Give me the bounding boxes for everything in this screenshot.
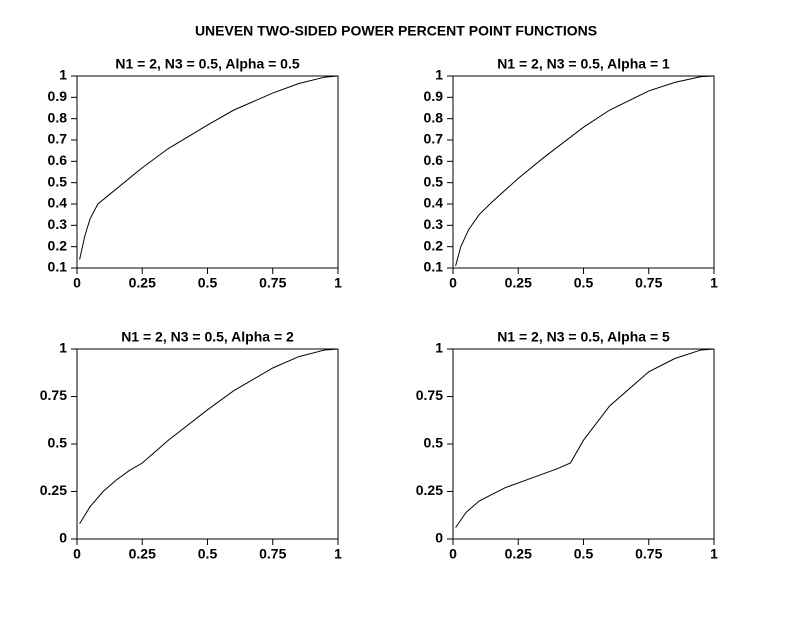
x-tick-label: 0.5: [198, 275, 218, 291]
y-tick-label: 0.1: [48, 259, 68, 275]
x-tick-label: 1: [334, 546, 342, 562]
x-tick-label: 0.5: [574, 546, 594, 562]
x-tick-label: 0: [449, 546, 457, 562]
y-tick-label: 1: [59, 340, 67, 356]
x-tick-label: 1: [710, 275, 718, 291]
y-tick-label: 1: [435, 67, 443, 83]
y-tick-label: 0.3: [48, 216, 68, 232]
y-tick-label: 0.8: [424, 109, 444, 125]
y-tick-label: 0.75: [416, 387, 443, 403]
x-tick-label: 0.75: [635, 546, 662, 562]
x-tick-label: 0.75: [259, 546, 286, 562]
y-tick-label: 0.4: [48, 195, 68, 211]
curve: [455, 348, 715, 528]
y-tick-label: 0.7: [48, 131, 68, 147]
chart-title: N1 = 2, N3 = 0.5, Alpha = 0.5: [115, 56, 300, 72]
y-tick-label: 0.7: [424, 131, 444, 147]
y-tick-label: 0.25: [40, 482, 67, 498]
y-tick-label: 0.9: [424, 88, 444, 104]
y-tick-label: 0.3: [424, 216, 444, 232]
curve: [79, 348, 339, 525]
x-tick-label: 0.5: [198, 546, 218, 562]
y-tick-label: 0.5: [48, 173, 68, 189]
y-tick-label: 0.2: [424, 237, 444, 253]
x-tick-label: 0: [73, 275, 81, 291]
x-tick-label: 0.25: [505, 275, 532, 291]
chart-title: N1 = 2, N3 = 0.5, Alpha = 1: [497, 56, 670, 72]
y-tick-label: 0: [435, 530, 443, 546]
x-tick-label: 0.25: [129, 275, 156, 291]
x-tick-label: 0: [449, 275, 457, 291]
y-tick-label: 0.2: [48, 237, 68, 253]
x-tick-label: 1: [710, 546, 718, 562]
x-tick-label: 0.75: [635, 275, 662, 291]
chart-title: N1 = 2, N3 = 0.5, Alpha = 5: [497, 329, 670, 345]
y-tick-label: 0.5: [424, 173, 444, 189]
curve: [79, 75, 339, 260]
x-tick-label: 1: [334, 275, 342, 291]
y-tick-label: 0.4: [424, 195, 444, 211]
y-tick-label: 0.9: [48, 88, 68, 104]
y-tick-label: 0.6: [424, 152, 444, 168]
y-tick-label: 0.25: [416, 482, 443, 498]
figure-title: UNEVEN TWO-SIDED POWER PERCENT POINT FUN…: [195, 23, 597, 39]
x-tick-label: 0.5: [574, 275, 594, 291]
x-tick-label: 0.25: [129, 546, 156, 562]
y-tick-label: 0.5: [424, 435, 444, 451]
y-tick-label: 0.75: [40, 387, 67, 403]
y-tick-label: 0.5: [48, 435, 68, 451]
y-tick-label: 1: [59, 67, 67, 83]
y-tick-label: 0.6: [48, 152, 68, 168]
x-tick-label: 0: [73, 546, 81, 562]
x-tick-label: 0.75: [259, 275, 286, 291]
x-tick-label: 0.25: [505, 546, 532, 562]
curve: [455, 75, 715, 267]
chart-title: N1 = 2, N3 = 0.5, Alpha = 2: [121, 329, 294, 345]
y-tick-label: 1: [435, 340, 443, 356]
y-tick-label: 0.8: [48, 109, 68, 125]
y-tick-label: 0.1: [424, 259, 444, 275]
y-tick-label: 0: [59, 530, 67, 546]
